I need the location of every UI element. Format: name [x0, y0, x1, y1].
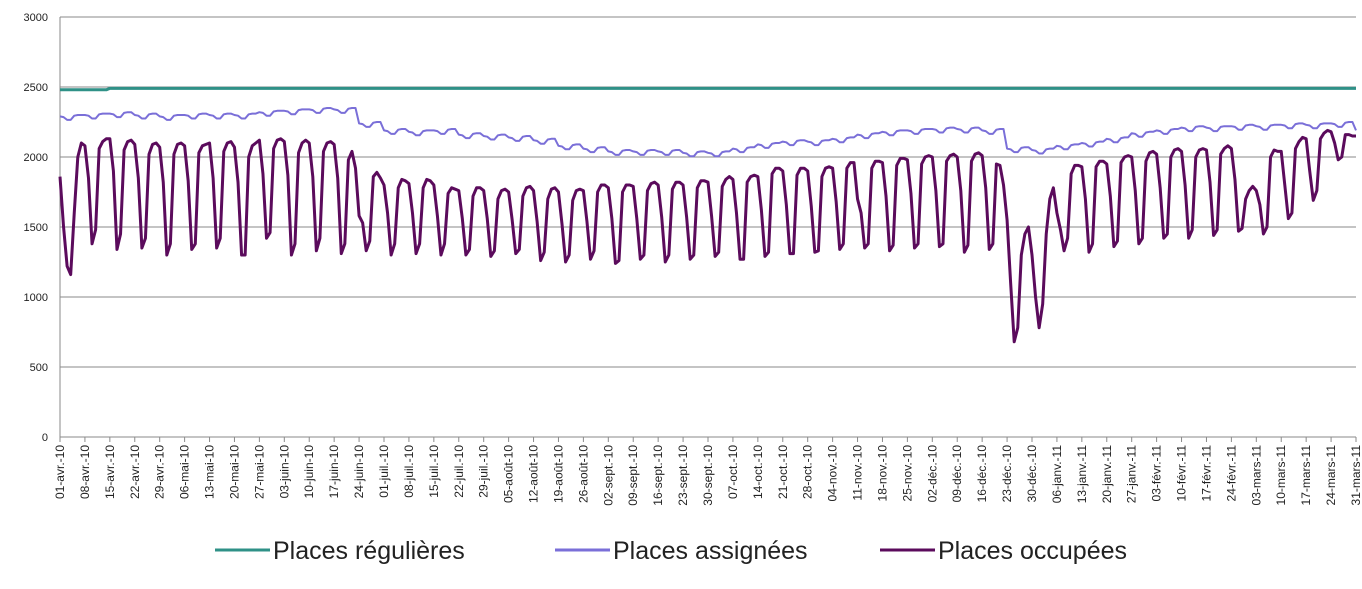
series-line	[58, 128, 1356, 344]
x-tick-label: 08-avr.-10	[78, 445, 92, 499]
x-tick-label: 14-oct.-10	[751, 445, 765, 499]
x-tick-label: 17-févr.-11	[1199, 445, 1213, 502]
x-tick-label: 24-mars-11	[1324, 445, 1338, 506]
x-tick-label: 03-mars-11	[1249, 445, 1263, 506]
x-tick-label: 15-juil.-10	[427, 445, 441, 498]
x-tick-label: 02-sept.-10	[601, 445, 615, 506]
x-tick-label: 24-févr.-11	[1224, 445, 1238, 502]
x-tick-label: 13-janv.-11	[1075, 445, 1089, 504]
x-tick-label: 08-juil.-10	[402, 445, 416, 498]
x-tick-label: 26-août-10	[576, 445, 590, 503]
x-tick-label: 22-avr.-10	[128, 445, 142, 499]
y-tick-label: 2500	[24, 82, 48, 94]
y-tick-label: 2000	[24, 152, 48, 164]
x-tick-label: 24-juin-10	[352, 445, 366, 499]
series-line	[60, 86, 1356, 92]
x-tick-label: 13-mai-10	[203, 445, 217, 499]
x-tick-label: 06-mai-10	[178, 445, 192, 499]
x-tick-label: 05-août-10	[502, 445, 516, 503]
x-tick-label: 01-avr.-10	[53, 445, 67, 499]
x-tick-label: 31-mars-11	[1349, 445, 1362, 506]
legend-label: Places assignées	[613, 537, 808, 565]
x-tick-label: 20-janv.-11	[1100, 445, 1114, 504]
x-tick-label: 04-nov.-10	[826, 445, 840, 502]
x-tick-label: 07-oct.-10	[726, 445, 740, 499]
x-tick-label: 10-mars-11	[1274, 445, 1288, 506]
x-tick-label: 03-juin-10	[277, 445, 291, 499]
series-line	[59, 107, 1357, 158]
x-tick-label: 03-févr.-11	[1150, 445, 1164, 502]
legend-label: Places occupées	[938, 537, 1127, 565]
x-tick-label: 17-mars-11	[1299, 445, 1313, 506]
x-tick-label: 29-avr.-10	[153, 445, 167, 499]
x-tick-label: 27-janv.-11	[1125, 445, 1139, 504]
x-tick-label: 30-déc.-10	[1025, 445, 1039, 503]
x-tick-label: 29-juil.-10	[477, 445, 491, 498]
x-tick-label: 06-janv.-11	[1050, 445, 1064, 504]
x-tick-label: 27-mai-10	[252, 445, 266, 499]
x-tick-label: 02-déc.-10	[925, 445, 939, 503]
x-tick-label: 19-août-10	[551, 445, 565, 503]
x-tick-label: 15-avr.-10	[103, 445, 117, 499]
x-tick-label: 10-juin-10	[302, 445, 316, 499]
x-tick-label: 09-déc.-10	[950, 445, 964, 503]
y-tick-label: 3000	[24, 12, 48, 24]
x-tick-label: 01-juil.-10	[377, 445, 391, 498]
x-tick-label: 09-sept.-10	[626, 445, 640, 506]
legend-label: Places régulières	[273, 537, 465, 565]
x-tick-label: 21-oct.-10	[776, 445, 790, 499]
x-tick-label: 16-déc.-10	[975, 445, 989, 503]
x-tick-label: 20-mai-10	[227, 445, 241, 499]
y-tick-label: 0	[42, 432, 48, 444]
x-tick-label: 11-nov.-10	[851, 445, 865, 501]
x-tick-label: 17-juin-10	[327, 445, 341, 499]
x-tick-label: 12-août-10	[527, 445, 541, 503]
y-tick-label: 1000	[24, 292, 48, 304]
x-tick-label: 18-nov.-10	[875, 445, 889, 502]
x-tick-label: 25-nov.-10	[900, 445, 914, 502]
y-tick-label: 500	[30, 362, 48, 374]
x-tick-label: 16-sept.-10	[651, 445, 665, 506]
x-tick-label: 22-juil.-10	[452, 445, 466, 498]
x-tick-label: 23-sept.-10	[676, 445, 690, 506]
x-tick-label: 30-sept.-10	[701, 445, 715, 506]
x-tick-label: 23-déc.-10	[1000, 445, 1014, 503]
x-tick-label: 28-oct.-10	[801, 445, 815, 499]
y-tick-label: 1500	[24, 222, 48, 234]
x-tick-label: 10-févr.-11	[1175, 445, 1189, 502]
